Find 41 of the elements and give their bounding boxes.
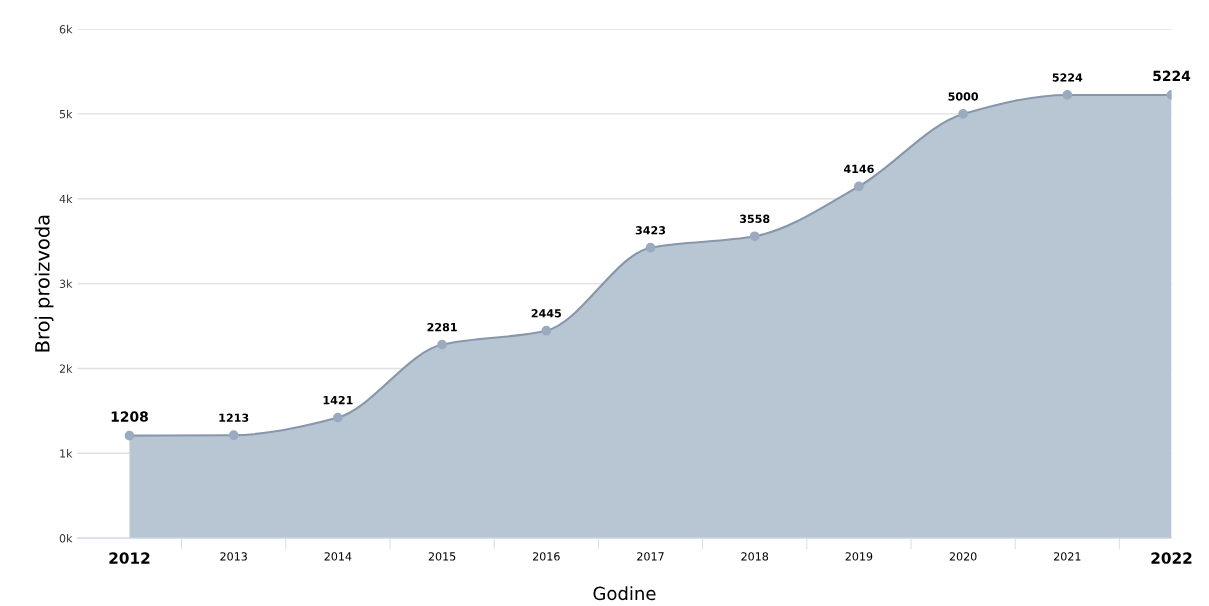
point <box>228 430 239 441</box>
point <box>958 109 968 119</box>
data-label: 2445 <box>531 309 561 318</box>
data-label: 4146 <box>843 164 874 174</box>
x-tick-label: 2012 <box>109 552 150 564</box>
y-tick-label: 0k <box>59 533 73 543</box>
point <box>854 181 864 192</box>
point <box>749 231 760 242</box>
y-tick-label: 4k <box>59 194 73 203</box>
point <box>1062 90 1073 100</box>
x-tick-label: 2018 <box>741 552 769 561</box>
data-label: 2281 <box>427 322 457 332</box>
x-tick-label: 2019 <box>845 552 873 561</box>
y-axis-title: Broj proizvoda <box>34 215 54 352</box>
data-label: 1421 <box>323 395 353 405</box>
x-tick-label: 2021 <box>1053 552 1081 561</box>
y-tick-label: 6k <box>59 24 73 34</box>
point <box>437 339 447 350</box>
x-tick-label: 2014 <box>324 552 352 561</box>
x-tick-label: 2016 <box>532 552 560 561</box>
point <box>333 412 343 423</box>
x-tick-label: 2020 <box>949 552 977 561</box>
data-label: 5224 <box>1052 73 1083 82</box>
point <box>124 430 135 441</box>
data-label: 5224 <box>1153 70 1191 82</box>
data-label: 1213 <box>219 413 249 422</box>
data-label: 3423 <box>635 226 666 235</box>
y-tick-label: 3k <box>59 279 73 288</box>
x-tick-label: 2015 <box>428 552 456 561</box>
y-tick-label: 2k <box>59 364 73 373</box>
y-tick-label: 5k <box>59 109 73 119</box>
x-tick-label: 2022 <box>1151 552 1192 564</box>
data-label: 5000 <box>948 92 979 101</box>
x-axis-title: Godine <box>593 586 656 601</box>
point <box>645 242 656 253</box>
x-tick-label: 2017 <box>637 552 664 561</box>
point <box>541 325 552 336</box>
data-label: 3558 <box>739 214 770 223</box>
y-tick-label: 1k <box>60 449 73 458</box>
x-tick-label: 2013 <box>220 552 247 561</box>
data-label: 1208 <box>111 411 148 422</box>
